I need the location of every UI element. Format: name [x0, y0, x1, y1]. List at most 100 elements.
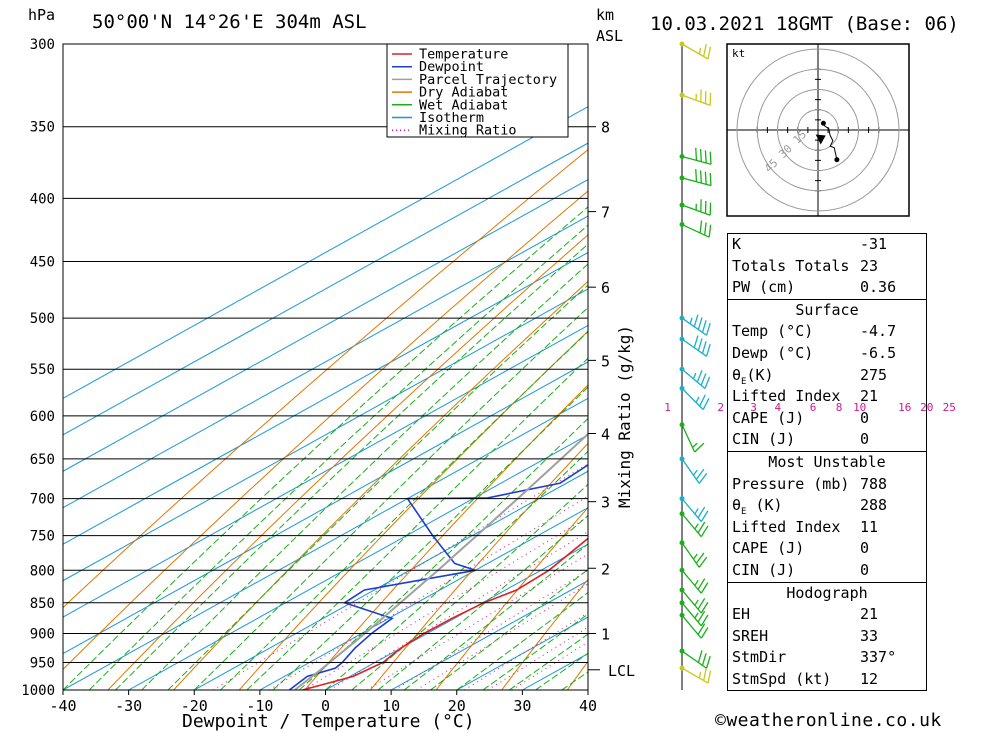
barb-dot	[679, 385, 685, 391]
wind-barb	[679, 587, 709, 614]
barb-shaft	[681, 589, 702, 614]
barb-shaft	[681, 614, 702, 639]
wet-adiabat	[377, 514, 588, 690]
stat-value: 275	[860, 365, 888, 384]
stat-value: 0	[860, 408, 870, 427]
barb-feather	[697, 317, 703, 330]
dry-adiabat	[961, 44, 1000, 690]
dry-adiabat	[435, 506, 588, 690]
stat-value: -4.7	[860, 322, 897, 341]
barb-feather	[697, 610, 706, 623]
legend-entry: Wet Adiabat	[419, 97, 508, 113]
barb-dot	[679, 648, 685, 654]
barb-feather	[695, 468, 705, 480]
hodograph-ring	[736, 48, 900, 212]
stat-value: 0	[860, 560, 870, 579]
barb-half-feather	[695, 396, 700, 403]
barb-feather	[709, 151, 712, 165]
wind-barb	[679, 600, 709, 627]
barb-feather	[698, 556, 708, 568]
barb-dot	[679, 600, 685, 606]
isotherm	[63, 324, 588, 618]
wet-adiabat	[167, 284, 588, 690]
x-tick-label: -30	[115, 697, 142, 715]
barb-feather	[703, 43, 707, 57]
storm-motion-arrow	[815, 134, 826, 145]
pressure-tick-label: 550	[30, 362, 55, 378]
stat-label: CAPE (J)	[732, 539, 805, 558]
barb-feather	[705, 322, 711, 336]
pressure-tick-label: 500	[30, 311, 55, 327]
x-tick-label: -10	[246, 697, 273, 715]
barb-feather	[699, 394, 706, 407]
barb-dot	[679, 154, 685, 160]
barb-dot	[679, 540, 685, 546]
barb-feather	[703, 668, 707, 681]
barb-shaft	[681, 223, 710, 238]
barb-feather	[700, 582, 709, 594]
isotherm	[63, 142, 588, 436]
wind-barb	[679, 648, 711, 669]
isotherm	[63, 397, 588, 690]
stat-label: Pressure (mb)	[732, 474, 850, 493]
barb-feather	[707, 670, 712, 684]
stat-value: 33	[860, 626, 879, 645]
hodograph-ring	[777, 89, 859, 171]
x-tick-label: 10	[382, 697, 400, 715]
barb-feather	[701, 320, 707, 333]
pressure-tick-label: 950	[30, 655, 55, 671]
legend-entry: Parcel Trajectory	[419, 72, 557, 88]
wind-barb	[679, 385, 710, 411]
barb-feather	[704, 376, 711, 389]
legend-entry: Temperature	[419, 47, 508, 63]
barb-feather	[697, 521, 706, 534]
stat-value: 11	[860, 517, 879, 536]
stat-label: K	[732, 235, 742, 253]
km-tick-label: 4	[601, 426, 610, 444]
barb-dot	[679, 456, 685, 462]
barb-feather	[694, 442, 705, 453]
stat-row: StmDir 337°	[728, 647, 926, 669]
stat-row: Dewp (°C) -6.5	[728, 343, 926, 365]
wind-barb	[679, 422, 705, 453]
wind-barbs	[679, 41, 712, 690]
barb-dot	[679, 336, 685, 342]
most-unstable-table: Most Unstable Pressure (mb) 788 θE (K) 288 Li…	[727, 450, 927, 582]
barb-half-feather	[698, 47, 702, 55]
surface-table: Surface Temp (°C) -4.7 Dewp (°C) -6.5 θE(K) 27…	[727, 298, 927, 451]
mixing-ratio-label: 10	[853, 401, 866, 414]
wind-barb	[679, 456, 708, 484]
barb-dot	[679, 665, 685, 671]
stat-label: Temp (°C)	[732, 322, 814, 341]
stat-value: 12	[860, 669, 879, 688]
barb-shaft	[681, 513, 702, 538]
surface-table-title: Surface	[795, 300, 859, 319]
wind-barb	[679, 89, 712, 107]
wet-adiabat	[482, 613, 588, 690]
barb-feather	[704, 150, 707, 164]
barb-dot	[679, 587, 685, 593]
stat-row: θE (K) 288	[728, 495, 926, 517]
legend-entry: Isotherm	[419, 110, 484, 126]
km-tick-label: 3	[601, 494, 610, 512]
isotherm	[194, 470, 588, 690]
stat-value: -6.5	[860, 343, 897, 362]
barb-dot	[679, 422, 685, 428]
barb-feather	[707, 46, 712, 60]
hodograph-ring	[797, 109, 839, 151]
wind-barb	[679, 567, 709, 594]
axes: 1 2 3 4 6 8 10 16 20 2530035040045050055060065070…	[21, 37, 956, 715]
barb-dot	[679, 496, 685, 502]
barb-feather	[695, 169, 698, 182]
temperature-line	[302, 537, 588, 690]
wind-barb	[679, 612, 709, 639]
stat-value: -31	[860, 235, 888, 253]
mixing-ratio-label: 16	[898, 401, 911, 414]
indices-table: K -31 Totals Totals 23 PW (cm) 0.36	[727, 233, 927, 299]
stat-label: StmSpd (kt)	[732, 669, 832, 688]
km-tick-label: 7	[601, 204, 610, 222]
barb-feather	[700, 601, 709, 614]
hodograph-unit-label: kt	[732, 47, 745, 60]
barb-dot	[679, 92, 685, 98]
hodograph-trace	[822, 123, 838, 160]
